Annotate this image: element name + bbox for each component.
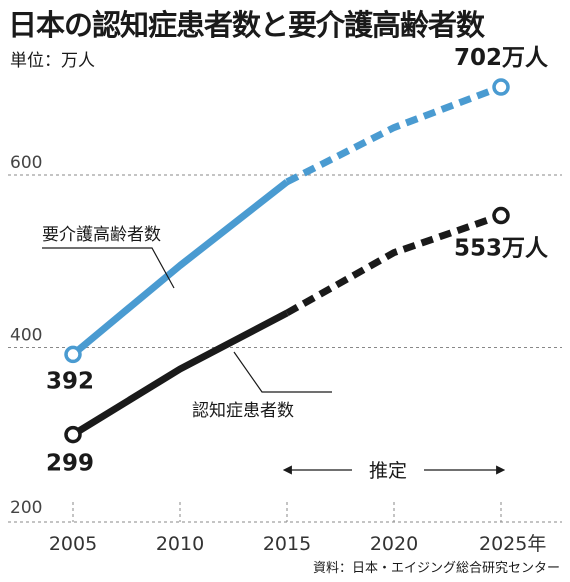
estimate-label: 推定 (369, 460, 407, 482)
dementia-start-value: 299 (46, 451, 94, 477)
x-tick-label: 2005 (49, 533, 97, 555)
series-end-point-1 (492, 206, 510, 225)
x-tick-label: 2025年 (479, 533, 546, 555)
care-series-label: 要介護高齢者数 (42, 225, 161, 245)
series-line-solid-1 (71, 309, 289, 438)
dementia-leader-line (233, 351, 332, 393)
series-line-solid-0 (70, 179, 290, 358)
chart-title: 日本の認知症患者数と要介護高齢者数 (8, 8, 485, 42)
care-start-value: 392 (46, 368, 94, 394)
care-leader-line (42, 247, 175, 289)
source-note: 資料：日本・エイジング総合研究センター (312, 561, 560, 576)
x-tick-label: 2020 (370, 533, 418, 555)
y-tick-label: 600 (10, 153, 42, 173)
series-end-point-0 (492, 78, 510, 96)
dementia-end-value: 553万人 (454, 236, 549, 262)
unit-label: 単位：万人 (10, 51, 95, 71)
x-tick-label: 2015 (263, 533, 311, 555)
x-tick-label: 2010 (156, 533, 204, 555)
series-start-point-1 (64, 425, 82, 444)
care-end-value: 702万人 (454, 45, 549, 71)
y-tick-label: 200 (10, 498, 42, 518)
series-start-point-0 (64, 345, 82, 364)
series-line-dashed-0 (285, 83, 503, 186)
dementia-series-label: 認知症患者数 (192, 401, 294, 421)
y-tick-label: 400 (10, 326, 42, 346)
series-line-dashed-1 (285, 212, 503, 317)
